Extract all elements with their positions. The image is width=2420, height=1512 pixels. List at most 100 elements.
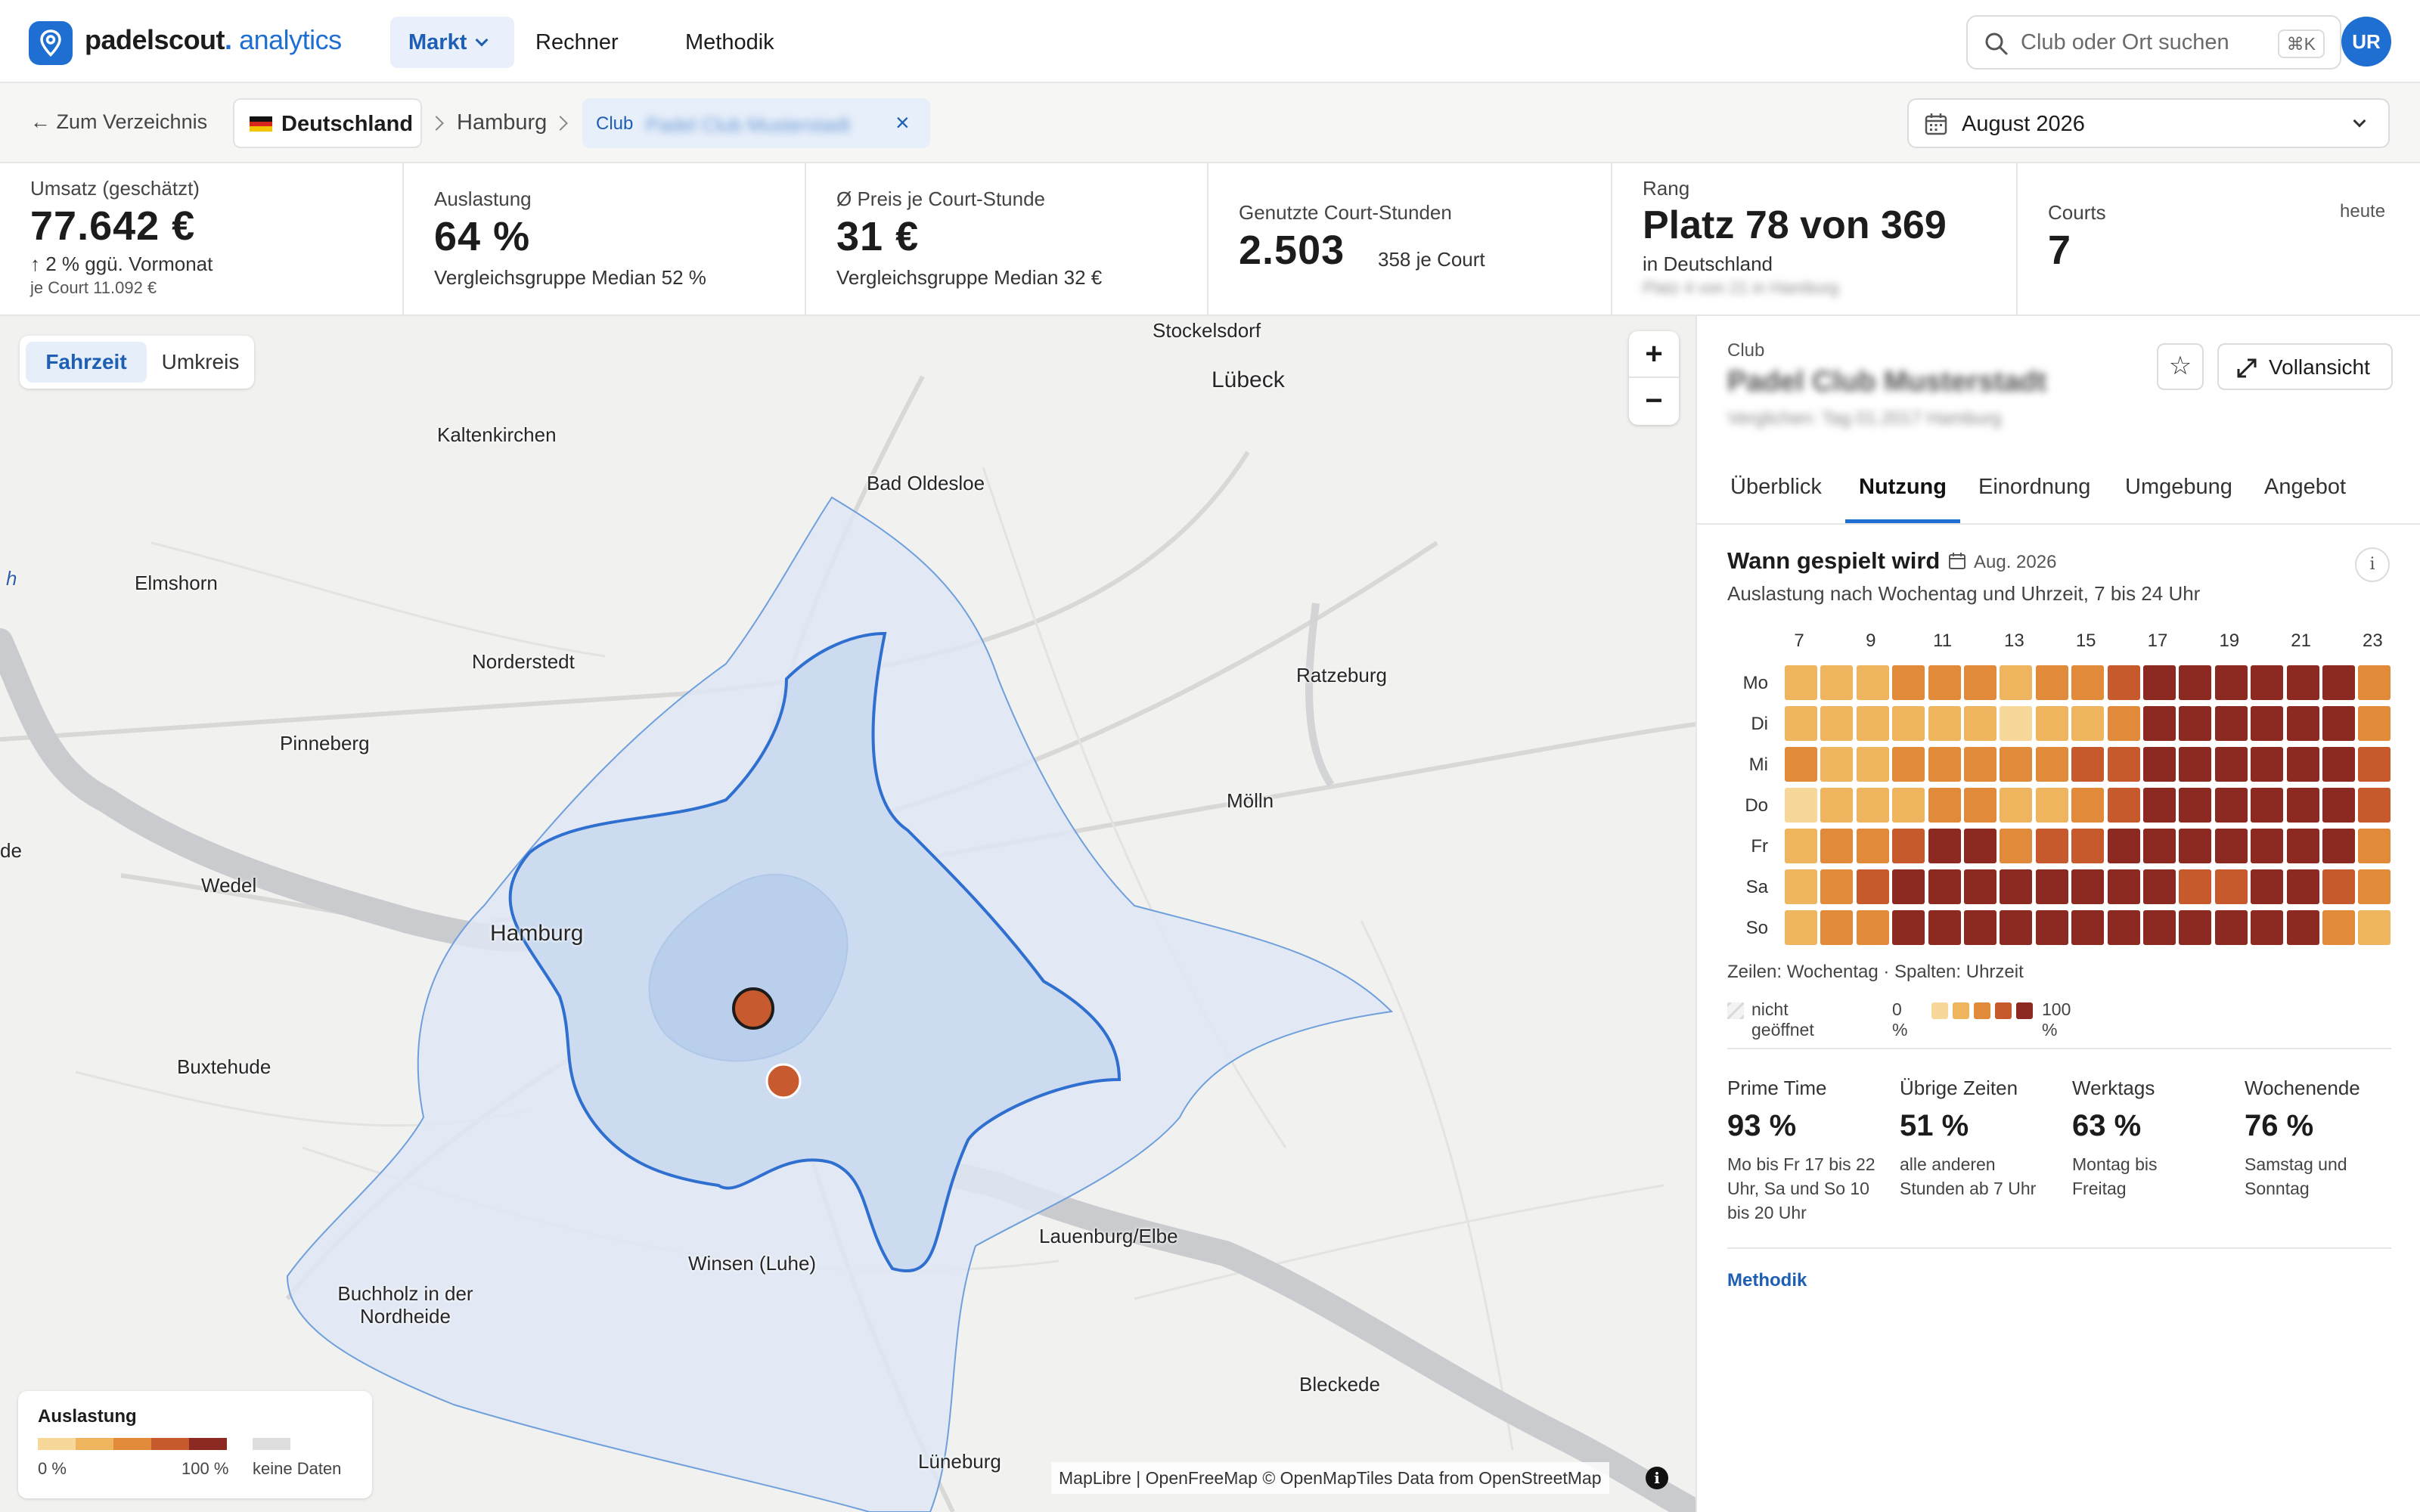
- heatmap-cell[interactable]: [2000, 869, 2033, 904]
- heatmap-cell[interactable]: [2358, 747, 2391, 782]
- heatmap-cell[interactable]: [2035, 788, 2068, 823]
- tab-umgebung[interactable]: Umgebung: [2125, 475, 2232, 499]
- heatmap-cell[interactable]: [2214, 747, 2248, 782]
- heatmap-cell[interactable]: [1820, 829, 1854, 863]
- heatmap-cell[interactable]: [2107, 747, 2140, 782]
- heatmap-cell[interactable]: [2071, 706, 2105, 741]
- tab-ueberblick[interactable]: Überblick: [1730, 475, 1822, 499]
- heatmap-cell[interactable]: [1892, 706, 1925, 741]
- heatmap-cell[interactable]: [2251, 829, 2284, 863]
- breadcrumb-city[interactable]: Hamburg: [457, 110, 548, 135]
- map-attribution[interactable]: MapLibre | OpenFreeMap © OpenMapTiles Da…: [1051, 1462, 1609, 1494]
- back-to-directory-link[interactable]: ← Zum Verzeichnis: [30, 110, 207, 134]
- heatmap-cell[interactable]: [1820, 869, 1854, 904]
- heatmap-cell[interactable]: [1964, 869, 1996, 904]
- heatmap-cell[interactable]: [2358, 910, 2391, 945]
- heatmap-cell[interactable]: [1928, 747, 1961, 782]
- heatmap-cell[interactable]: [1820, 747, 1854, 782]
- club-marker[interactable]: [732, 987, 774, 1030]
- heatmap-cell[interactable]: [2000, 706, 2033, 741]
- heatmap-cell[interactable]: [1964, 665, 1996, 700]
- heatmap-cell[interactable]: [1785, 747, 1817, 782]
- fullview-button[interactable]: Vollansicht: [2217, 343, 2393, 390]
- heatmap-cell[interactable]: [2358, 788, 2391, 823]
- heatmap-cell[interactable]: [1856, 829, 1889, 863]
- heatmap-cell[interactable]: [1856, 869, 1889, 904]
- heatmap-cell[interactable]: [1928, 829, 1961, 863]
- heatmap-cell[interactable]: [2214, 665, 2248, 700]
- heatmap-cell[interactable]: [1785, 706, 1817, 741]
- heatmap-cell[interactable]: [2358, 665, 2391, 700]
- heatmap-cell[interactable]: [2322, 665, 2355, 700]
- zoom-out-button[interactable]: −: [1645, 384, 1663, 417]
- heatmap-cell[interactable]: [2286, 747, 2319, 782]
- heatmap-cell[interactable]: [2035, 829, 2068, 863]
- heatmap-cell[interactable]: [1785, 910, 1817, 945]
- close-icon[interactable]: ×: [895, 109, 910, 136]
- heatmap-cell[interactable]: [2107, 665, 2140, 700]
- mode-fahrzeit-button[interactable]: Fahrzeit: [26, 342, 147, 383]
- heatmap-cell[interactable]: [1928, 706, 1961, 741]
- heatmap-cell[interactable]: [1892, 788, 1925, 823]
- zoom-in-button[interactable]: +: [1629, 331, 1679, 378]
- heatmap-cell[interactable]: [2322, 869, 2355, 904]
- heatmap-cell[interactable]: [1820, 788, 1854, 823]
- heatmap-cell[interactable]: [1785, 788, 1817, 823]
- heatmap-cell[interactable]: [1928, 869, 1961, 904]
- heatmap-cell[interactable]: [1856, 910, 1889, 945]
- heatmap-cell[interactable]: [2214, 869, 2248, 904]
- nav-methodik-link[interactable]: Methodik: [667, 17, 780, 68]
- heatmap-cell[interactable]: [2286, 706, 2319, 741]
- heatmap-cell[interactable]: [2214, 910, 2248, 945]
- search-box[interactable]: ⌘K: [1966, 15, 2341, 70]
- tab-einordnung[interactable]: Einordnung: [1978, 475, 2091, 499]
- logo-pin-icon[interactable]: [29, 21, 73, 65]
- heatmap-cell[interactable]: [2179, 829, 2212, 863]
- heatmap-cell[interactable]: [1820, 910, 1854, 945]
- heatmap-cell[interactable]: [2251, 665, 2284, 700]
- heatmap-cell[interactable]: [2035, 747, 2068, 782]
- methodik-link[interactable]: Methodik: [1727, 1270, 1807, 1290]
- user-avatar[interactable]: UR: [2341, 17, 2391, 67]
- heatmap-cell[interactable]: [2000, 910, 2033, 945]
- heatmap-cell[interactable]: [2358, 829, 2391, 863]
- heatmap-cell[interactable]: [2322, 910, 2355, 945]
- heatmap-cell[interactable]: [1856, 788, 1889, 823]
- heatmap-cell[interactable]: [2322, 706, 2355, 741]
- heatmap-cell[interactable]: [1892, 829, 1925, 863]
- heatmap-cell[interactable]: [2000, 829, 2033, 863]
- heatmap-cell[interactable]: [2286, 910, 2319, 945]
- heatmap-cell[interactable]: [2143, 747, 2176, 782]
- heatmap-cell[interactable]: [2071, 829, 2105, 863]
- heatmap-cell[interactable]: [2143, 788, 2176, 823]
- heatmap-cell[interactable]: [2251, 910, 2284, 945]
- nav-markt-menu[interactable]: Markt: [390, 17, 514, 68]
- heatmap-cell[interactable]: [2358, 706, 2391, 741]
- info-icon[interactable]: i: [1646, 1467, 1668, 1489]
- heatmap-cell[interactable]: [1892, 869, 1925, 904]
- map-canvas[interactable]: [0, 316, 1696, 1512]
- heatmap-cell[interactable]: [1892, 747, 1925, 782]
- heatmap-cell[interactable]: [1856, 706, 1889, 741]
- heatmap-cell[interactable]: [2358, 869, 2391, 904]
- heatmap-cell[interactable]: [2251, 747, 2284, 782]
- competitor-marker[interactable]: [765, 1063, 802, 1099]
- heatmap-cell[interactable]: [1892, 665, 1925, 700]
- heatmap-cell[interactable]: [2286, 869, 2319, 904]
- heatmap-cell[interactable]: [2143, 665, 2176, 700]
- heatmap-cell[interactable]: [1820, 706, 1854, 741]
- heatmap-cell[interactable]: [2107, 706, 2140, 741]
- heatmap-cell[interactable]: [2179, 747, 2212, 782]
- heatmap-cell[interactable]: [1856, 665, 1889, 700]
- heatmap-cell[interactable]: [2071, 869, 2105, 904]
- mode-umkreis-button[interactable]: Umkreis: [161, 350, 240, 373]
- heatmap-cell[interactable]: [2179, 706, 2212, 741]
- heatmap-cell[interactable]: [2035, 706, 2068, 741]
- heatmap-cell[interactable]: [2251, 706, 2284, 741]
- heatmap-cell[interactable]: [2071, 665, 2105, 700]
- heatmap-cell[interactable]: [1964, 706, 1996, 741]
- heatmap-cell[interactable]: [2214, 706, 2248, 741]
- heatmap-cell[interactable]: [2179, 665, 2212, 700]
- heatmap-cell[interactable]: [2143, 869, 2176, 904]
- heatmap-cell[interactable]: [2000, 788, 2033, 823]
